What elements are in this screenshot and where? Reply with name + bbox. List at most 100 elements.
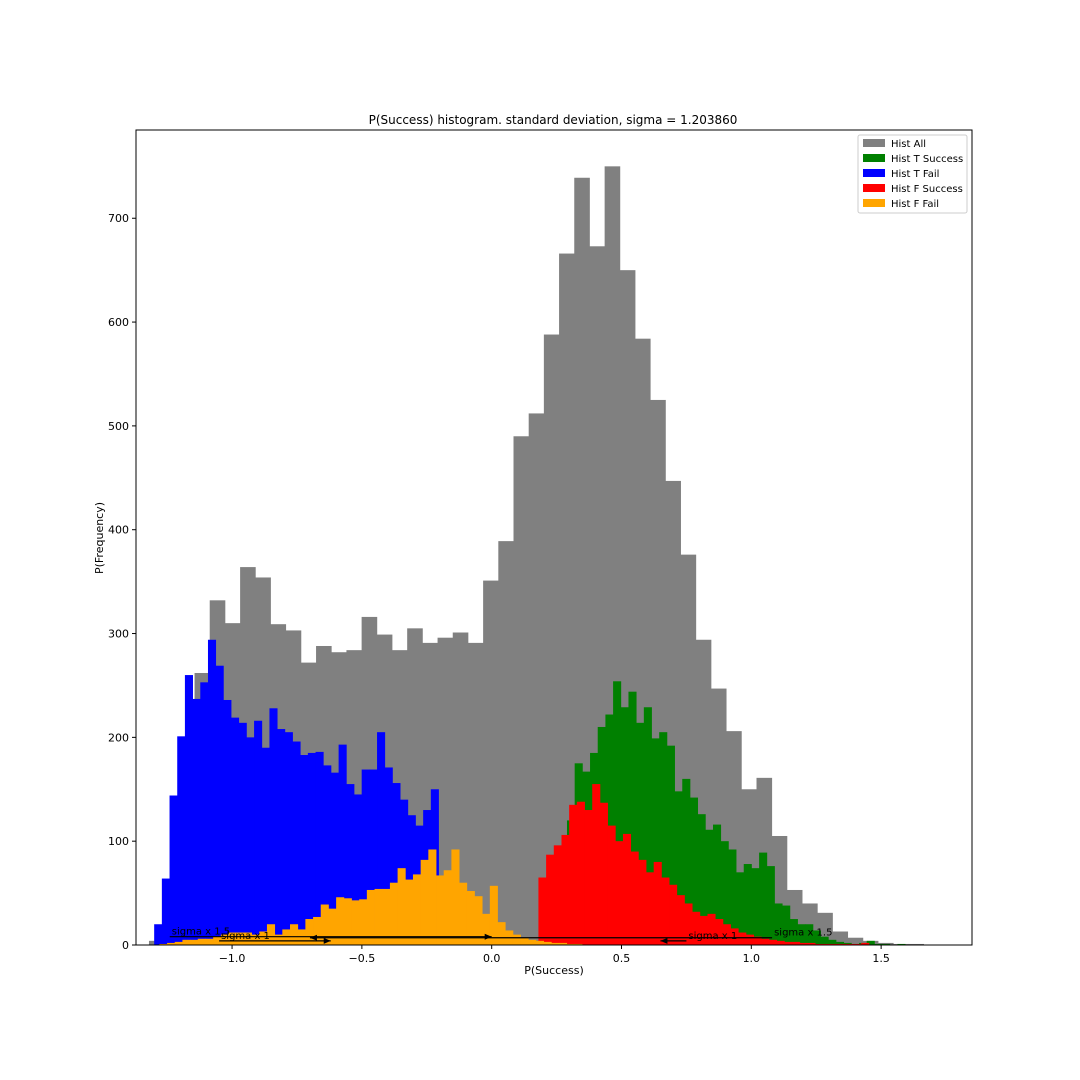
bar (628, 691, 637, 945)
bar (374, 888, 383, 945)
bar (159, 943, 168, 945)
bar (238, 722, 247, 945)
legend-swatch (863, 184, 885, 192)
bar (669, 884, 678, 945)
bar (243, 932, 252, 945)
bar (467, 642, 484, 945)
bar (561, 834, 570, 945)
x-axis-label: P(Success) (524, 964, 584, 977)
annotation: sigma x 1.5 (309, 928, 832, 941)
bar (720, 841, 729, 945)
bar (599, 802, 608, 945)
bar (451, 849, 460, 945)
legend-label: Hist F Success (891, 184, 963, 195)
bar (397, 868, 406, 945)
bar (315, 751, 324, 945)
legend-swatch (863, 154, 885, 162)
bar (323, 765, 332, 945)
bar (843, 942, 852, 945)
bar (353, 794, 363, 945)
bar (553, 845, 562, 945)
bar (290, 924, 299, 945)
bar (359, 899, 368, 945)
bar (528, 939, 537, 945)
bar (768, 939, 778, 945)
bar (346, 784, 355, 945)
bar (674, 791, 683, 945)
x-tick-label: 1.5 (872, 952, 890, 965)
bar (815, 943, 824, 945)
bar (630, 851, 639, 945)
legend-label: Hist T Success (891, 154, 963, 165)
bar (338, 744, 347, 945)
bar (361, 769, 370, 945)
bar (651, 738, 660, 945)
bar (483, 580, 499, 945)
legend-item: Hist T Success (863, 154, 963, 165)
bar (320, 904, 329, 945)
x-tick-label: 0.5 (613, 952, 631, 965)
bar (369, 769, 378, 945)
bar (743, 864, 752, 945)
bar (835, 941, 845, 945)
bar (436, 875, 445, 945)
bar (699, 915, 708, 945)
bar (713, 824, 722, 945)
bar (207, 639, 217, 945)
bar (607, 825, 616, 945)
legend-label: Hist All (891, 139, 926, 150)
bar (745, 934, 754, 945)
bar (412, 874, 422, 945)
annotation-label: sigma x 1.5 (774, 928, 832, 939)
bar (200, 682, 209, 945)
bar (174, 941, 183, 945)
x-tick-label: −1.0 (219, 952, 246, 965)
y-axis: 0 100 200 300 400 500 600 700 (108, 212, 136, 952)
legend-swatch (863, 139, 885, 147)
bar (543, 941, 552, 945)
bar (897, 943, 906, 945)
legend-swatch (863, 199, 885, 207)
bar (389, 882, 398, 945)
bar (512, 934, 521, 945)
bar (638, 859, 647, 945)
bar (853, 943, 862, 945)
bar (466, 891, 475, 945)
bar (497, 922, 506, 945)
bar (197, 938, 206, 945)
bar (782, 905, 791, 945)
bar (692, 911, 701, 945)
bar (231, 717, 240, 945)
bar (459, 882, 468, 945)
bar (213, 936, 222, 945)
annotation-arrowhead (323, 937, 331, 944)
bar (697, 814, 706, 945)
y-tick-label: 700 (108, 212, 129, 225)
bar (682, 778, 691, 945)
bar (261, 747, 270, 945)
bar (205, 938, 214, 945)
bar (730, 928, 739, 945)
bar (569, 804, 578, 945)
bar (551, 942, 560, 945)
bar (192, 698, 201, 945)
bar (190, 939, 199, 945)
bar (269, 708, 278, 945)
plot-frame (135, 129, 973, 946)
series-hist-f-success (538, 784, 870, 945)
y-tick-label: 500 (108, 420, 129, 433)
bar (182, 939, 191, 945)
bar (807, 942, 816, 945)
bar (566, 943, 575, 945)
bar (761, 938, 770, 945)
bar (759, 852, 768, 945)
bar (584, 810, 593, 945)
bar (384, 767, 393, 945)
bar (643, 707, 652, 945)
bar (489, 885, 498, 945)
bar (428, 849, 437, 945)
bar (420, 859, 429, 945)
